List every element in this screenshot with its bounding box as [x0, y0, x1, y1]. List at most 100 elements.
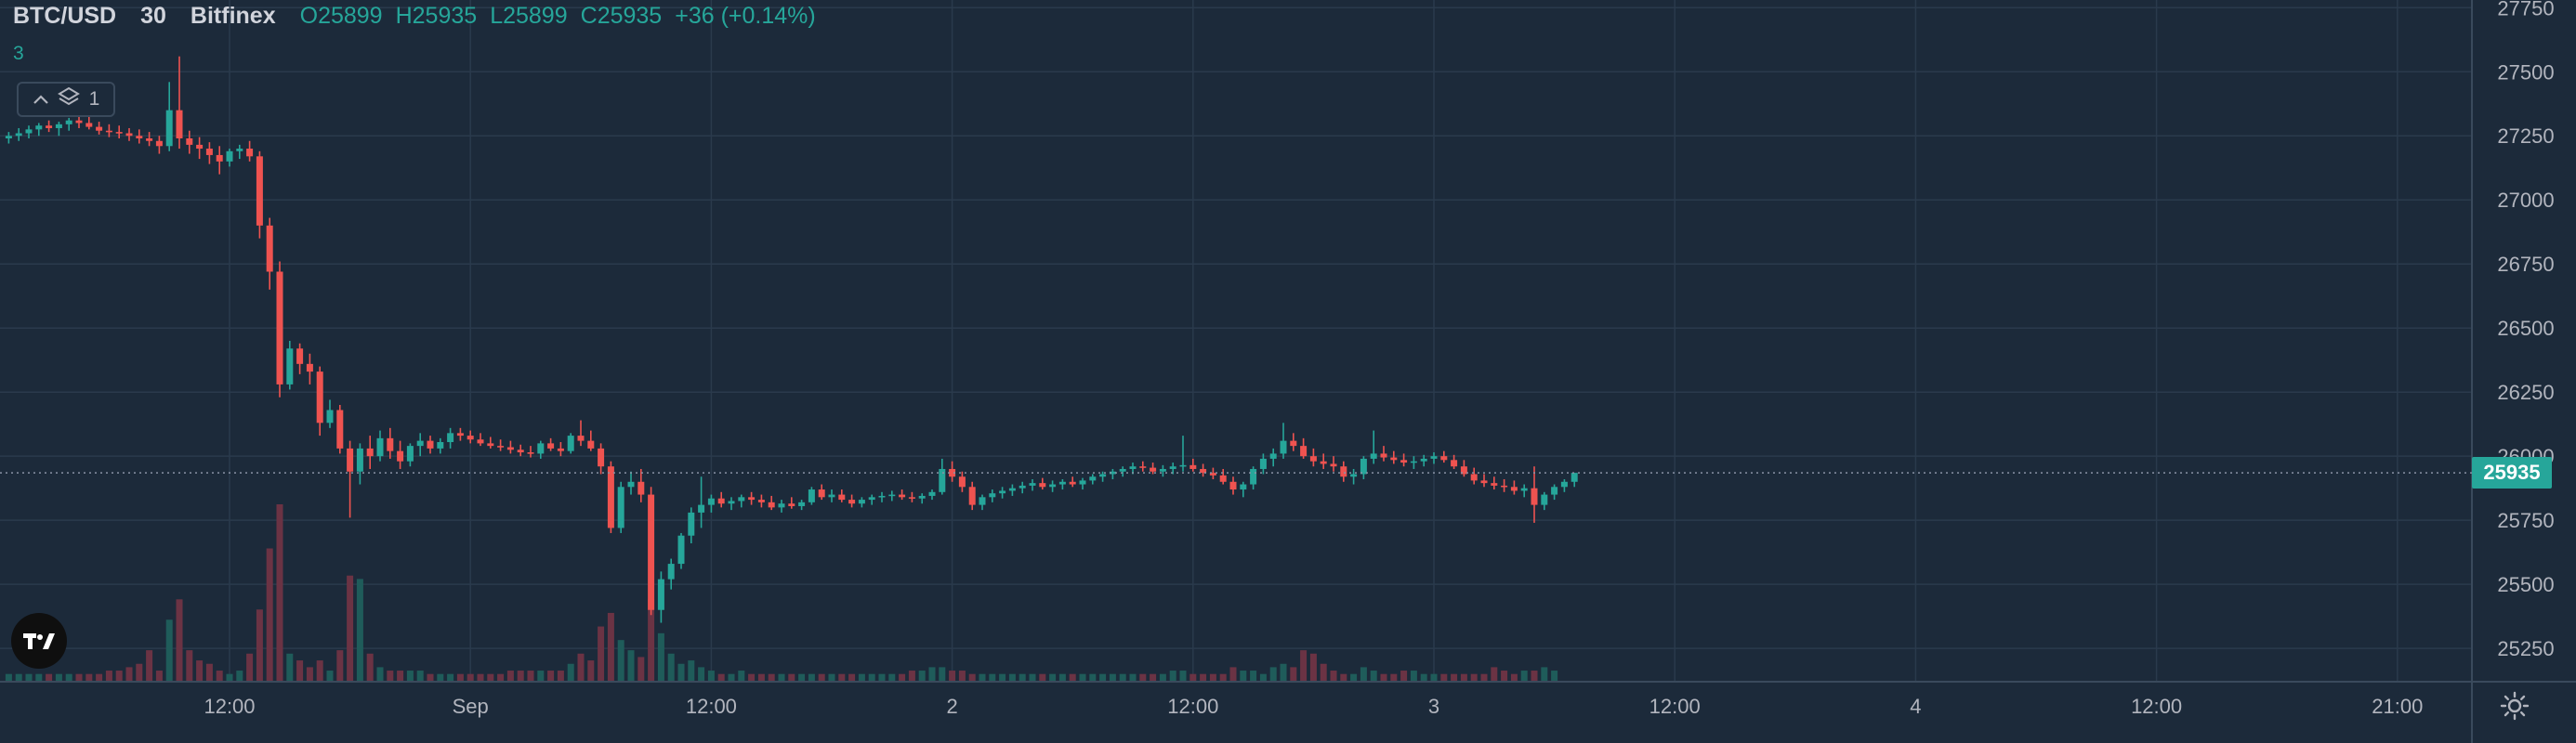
candle[interactable] — [1510, 480, 1518, 495]
candle[interactable] — [808, 487, 815, 505]
candle[interactable] — [717, 491, 725, 508]
candle[interactable] — [1390, 450, 1398, 464]
candle[interactable] — [999, 487, 1006, 499]
candle[interactable] — [677, 532, 685, 569]
candle[interactable] — [186, 130, 193, 154]
tradingview-logo[interactable] — [11, 613, 67, 669]
candle[interactable] — [1531, 466, 1538, 523]
candle[interactable] — [46, 120, 53, 133]
candle[interactable] — [456, 427, 464, 441]
candle[interactable] — [447, 427, 454, 449]
candle[interactable] — [637, 468, 645, 502]
symbol-name[interactable]: BTC/USD — [13, 3, 117, 29]
candle[interactable] — [788, 497, 795, 509]
candle[interactable] — [1400, 453, 1408, 467]
candle[interactable] — [778, 500, 785, 513]
candle[interactable] — [1029, 479, 1036, 491]
candle[interactable] — [607, 461, 614, 533]
candle[interactable] — [96, 122, 103, 135]
candle[interactable] — [1269, 448, 1277, 467]
candle[interactable] — [1309, 448, 1317, 467]
candle[interactable] — [1280, 423, 1287, 459]
candle[interactable] — [648, 487, 655, 616]
candle[interactable] — [918, 493, 926, 504]
candle[interactable] — [1250, 466, 1257, 490]
candle[interactable] — [1058, 479, 1066, 490]
candle[interactable] — [1099, 471, 1107, 482]
candle[interactable] — [1410, 456, 1417, 469]
candle[interactable] — [698, 476, 705, 528]
candle[interactable] — [85, 116, 93, 130]
candle[interactable] — [1340, 461, 1347, 482]
candle[interactable] — [1049, 480, 1057, 492]
candle[interactable] — [356, 443, 363, 485]
candle[interactable] — [246, 140, 254, 162]
candle[interactable] — [728, 497, 735, 511]
candle[interactable] — [979, 494, 986, 511]
candle[interactable] — [1430, 452, 1438, 464]
candle[interactable] — [105, 124, 112, 137]
candle[interactable] — [216, 146, 223, 175]
candle[interactable] — [858, 497, 865, 508]
candle[interactable] — [306, 353, 313, 385]
candle[interactable] — [65, 117, 72, 131]
candle[interactable] — [75, 115, 83, 128]
candle[interactable] — [326, 399, 334, 428]
candle[interactable] — [1109, 468, 1116, 480]
candle[interactable] — [557, 441, 564, 457]
candle[interactable] — [1330, 456, 1337, 472]
candle[interactable] — [477, 433, 484, 447]
candle[interactable] — [136, 129, 143, 144]
candle[interactable] — [1491, 476, 1498, 490]
candle[interactable] — [1541, 491, 1548, 511]
candle[interactable] — [1209, 467, 1216, 480]
candle[interactable] — [1300, 437, 1308, 459]
candle[interactable] — [115, 125, 123, 139]
candle[interactable] — [366, 436, 374, 469]
candle[interactable] — [1150, 463, 1157, 475]
candle[interactable] — [286, 341, 294, 390]
candle[interactable] — [296, 343, 304, 374]
candle[interactable] — [1520, 484, 1528, 498]
candle[interactable] — [1320, 453, 1327, 469]
candle[interactable] — [667, 558, 675, 590]
candle[interactable] — [35, 123, 43, 137]
candle[interactable] — [336, 404, 344, 454]
candle[interactable] — [1560, 479, 1568, 492]
candle[interactable] — [15, 127, 22, 141]
candle[interactable] — [1480, 474, 1488, 488]
candle[interactable] — [738, 494, 745, 508]
candle[interactable] — [25, 125, 33, 139]
candle[interactable] — [627, 471, 635, 495]
candle[interactable] — [1219, 468, 1227, 485]
candle[interactable] — [1259, 453, 1267, 475]
candle[interactable] — [928, 489, 936, 501]
candle[interactable] — [657, 571, 664, 623]
candle[interactable] — [868, 494, 875, 505]
candle[interactable] — [1229, 476, 1237, 495]
candle[interactable] — [196, 137, 204, 160]
candle[interactable] — [437, 437, 444, 454]
candle[interactable] — [205, 142, 213, 164]
candle[interactable] — [1551, 484, 1558, 501]
candle[interactable] — [1240, 481, 1247, 498]
candle[interactable] — [828, 489, 835, 502]
candle[interactable] — [617, 481, 624, 533]
candle[interactable] — [467, 430, 474, 444]
candle[interactable] — [1079, 477, 1086, 490]
candle[interactable] — [316, 366, 323, 437]
candle[interactable] — [176, 56, 183, 150]
candle[interactable] — [939, 458, 946, 495]
candle[interactable] — [1169, 463, 1176, 475]
candle[interactable] — [1370, 430, 1377, 464]
candle[interactable] — [1039, 477, 1046, 490]
candle[interactable] — [1571, 473, 1578, 488]
candle[interactable] — [397, 440, 404, 469]
candle[interactable] — [1200, 463, 1207, 477]
candle[interactable] — [497, 439, 505, 451]
candle[interactable] — [1350, 468, 1358, 485]
candle[interactable] — [968, 481, 976, 511]
interval-label[interactable]: 30 — [140, 3, 166, 29]
candle[interactable] — [577, 420, 585, 447]
